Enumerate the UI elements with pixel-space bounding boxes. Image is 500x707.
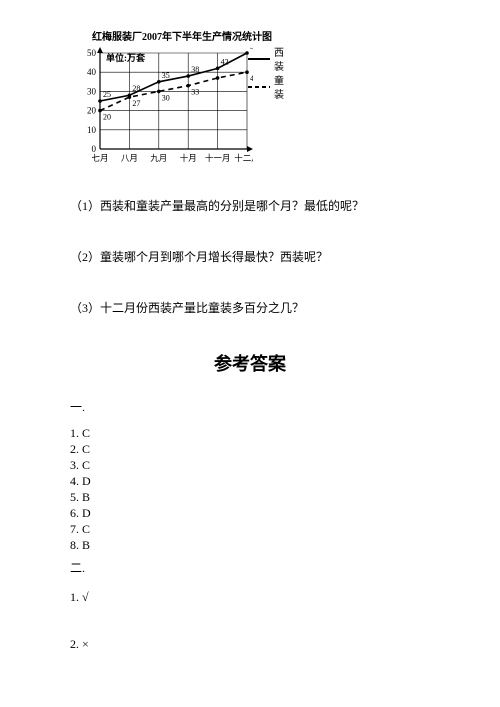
answer-item: 2. C <box>70 441 430 457</box>
svg-text:十一月: 十一月 <box>205 153 231 163</box>
legend-line-solid <box>248 54 270 68</box>
svg-text:42: 42 <box>221 57 229 66</box>
questions-block: （1）西装和童装产量最高的分别是哪个月？最低的呢？ （2）童装哪个月到哪个月增长… <box>70 197 430 316</box>
line-chart: 01020304050七月八月九月十月十一月十二月单位:万套2528353842… <box>78 47 253 167</box>
svg-text:九月: 九月 <box>150 153 167 163</box>
svg-text:28: 28 <box>132 84 140 93</box>
question-3: （3）十二月份西装产量比童装多百分之几？ <box>70 299 430 316</box>
legend-label: 童装 <box>274 75 288 103</box>
svg-text:33: 33 <box>191 88 199 97</box>
answer-item: 3. C <box>70 457 430 473</box>
answer-item: 7. C <box>70 521 430 537</box>
svg-text:35: 35 <box>162 71 170 80</box>
legend-item-child: 童装 <box>248 75 288 103</box>
section-2-answers: 1. √ 2. × <box>70 590 430 652</box>
svg-text:十月: 十月 <box>180 153 197 163</box>
svg-text:27: 27 <box>132 99 140 108</box>
answer-item: 1. C <box>70 425 430 441</box>
legend-item-suit: 西装 <box>248 47 288 75</box>
svg-text:25: 25 <box>103 90 111 99</box>
svg-text:30: 30 <box>162 93 170 102</box>
question-1: （1）西装和童装产量最高的分别是哪个月？最低的呢？ <box>70 197 430 214</box>
answer-item: 4. D <box>70 473 430 489</box>
legend-line-dashed <box>248 82 270 96</box>
answer-item: 6. D <box>70 505 430 521</box>
svg-text:七月: 七月 <box>91 153 108 163</box>
answer-item: 1. √ <box>70 590 430 605</box>
answer-item: 5. B <box>70 489 430 505</box>
chart-title: 红梅服装厂2007年下半年生产情况统计图 <box>92 28 430 43</box>
question-2: （2）童装哪个月到哪个月增长得最快？西装呢？ <box>70 248 430 265</box>
answer-item: 2. × <box>70 637 430 652</box>
answers-title: 参考答案 <box>70 350 430 376</box>
chart-container: 红梅服装厂2007年下半年生产情况统计图 西装 童装 01020304050七月… <box>78 28 430 167</box>
svg-text:50: 50 <box>87 48 97 58</box>
section-1-head: 一. <box>70 398 430 415</box>
svg-text:38: 38 <box>191 65 199 74</box>
svg-text:40: 40 <box>87 67 97 77</box>
svg-text:10: 10 <box>87 125 97 135</box>
answer-item: 8. B <box>70 537 430 553</box>
svg-text:十二月: 十二月 <box>234 153 253 163</box>
section-1-answers: 1. C 2. C 3. C 4. D 5. B 6. D 7. C 8. B <box>70 425 430 553</box>
svg-text:单位:万套: 单位:万套 <box>106 52 146 63</box>
svg-text:30: 30 <box>87 86 97 96</box>
chart-legend: 西装 童装 <box>248 47 288 103</box>
legend-label: 西装 <box>274 47 288 75</box>
svg-text:20: 20 <box>87 106 97 116</box>
svg-text:八月: 八月 <box>121 153 138 163</box>
section-2-head: 二. <box>70 559 430 576</box>
svg-text:20: 20 <box>103 113 111 122</box>
